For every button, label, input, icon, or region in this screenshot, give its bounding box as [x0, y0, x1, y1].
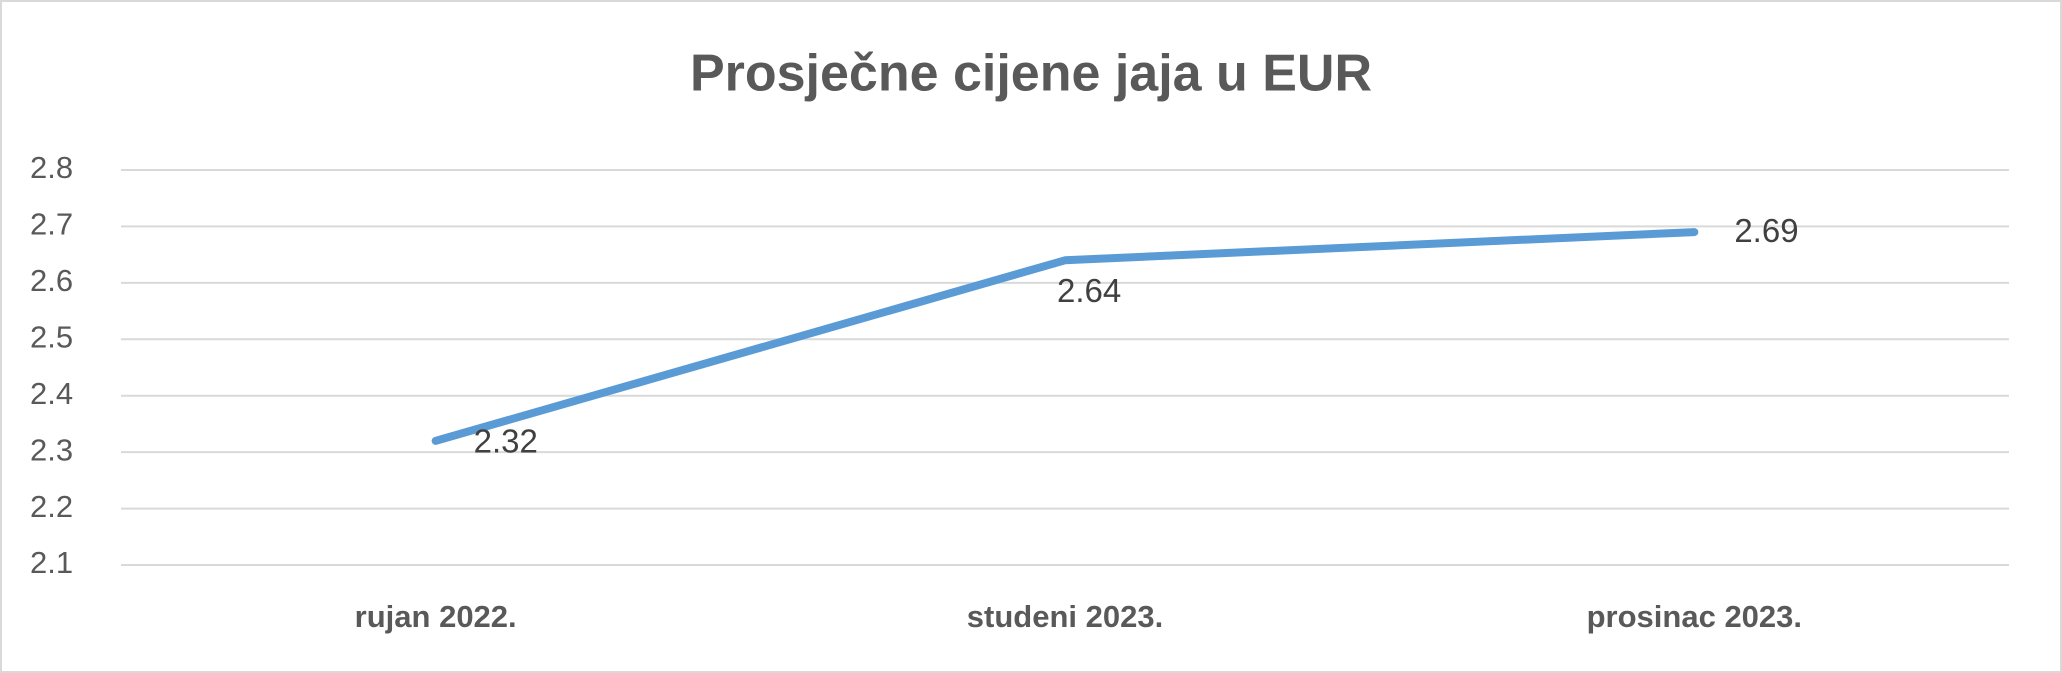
data-line [431, 228, 1699, 445]
y-tick-label: 2.6 [30, 263, 73, 298]
x-tick-label: prosinac 2023. [1587, 599, 1802, 634]
y-tick-label: 2.8 [30, 150, 73, 185]
y-tick-label: 2.1 [30, 545, 73, 580]
chart-title: Prosječne cijene jaja u EUR [690, 45, 1372, 103]
y-tick-label: 2.7 [30, 207, 73, 242]
x-tick-label: rujan 2022. [355, 599, 517, 634]
y-tick-label: 2.3 [30, 432, 73, 467]
x-tick-label: studeni 2023. [967, 599, 1163, 634]
y-tick-label: 2.4 [30, 376, 73, 411]
y-tick-label: 2.5 [30, 319, 73, 354]
y-tick-label: 2.2 [30, 489, 73, 524]
data-label: 2.69 [1734, 212, 1798, 249]
data-label: 2.64 [1057, 272, 1121, 309]
data-label: 2.32 [474, 423, 538, 460]
